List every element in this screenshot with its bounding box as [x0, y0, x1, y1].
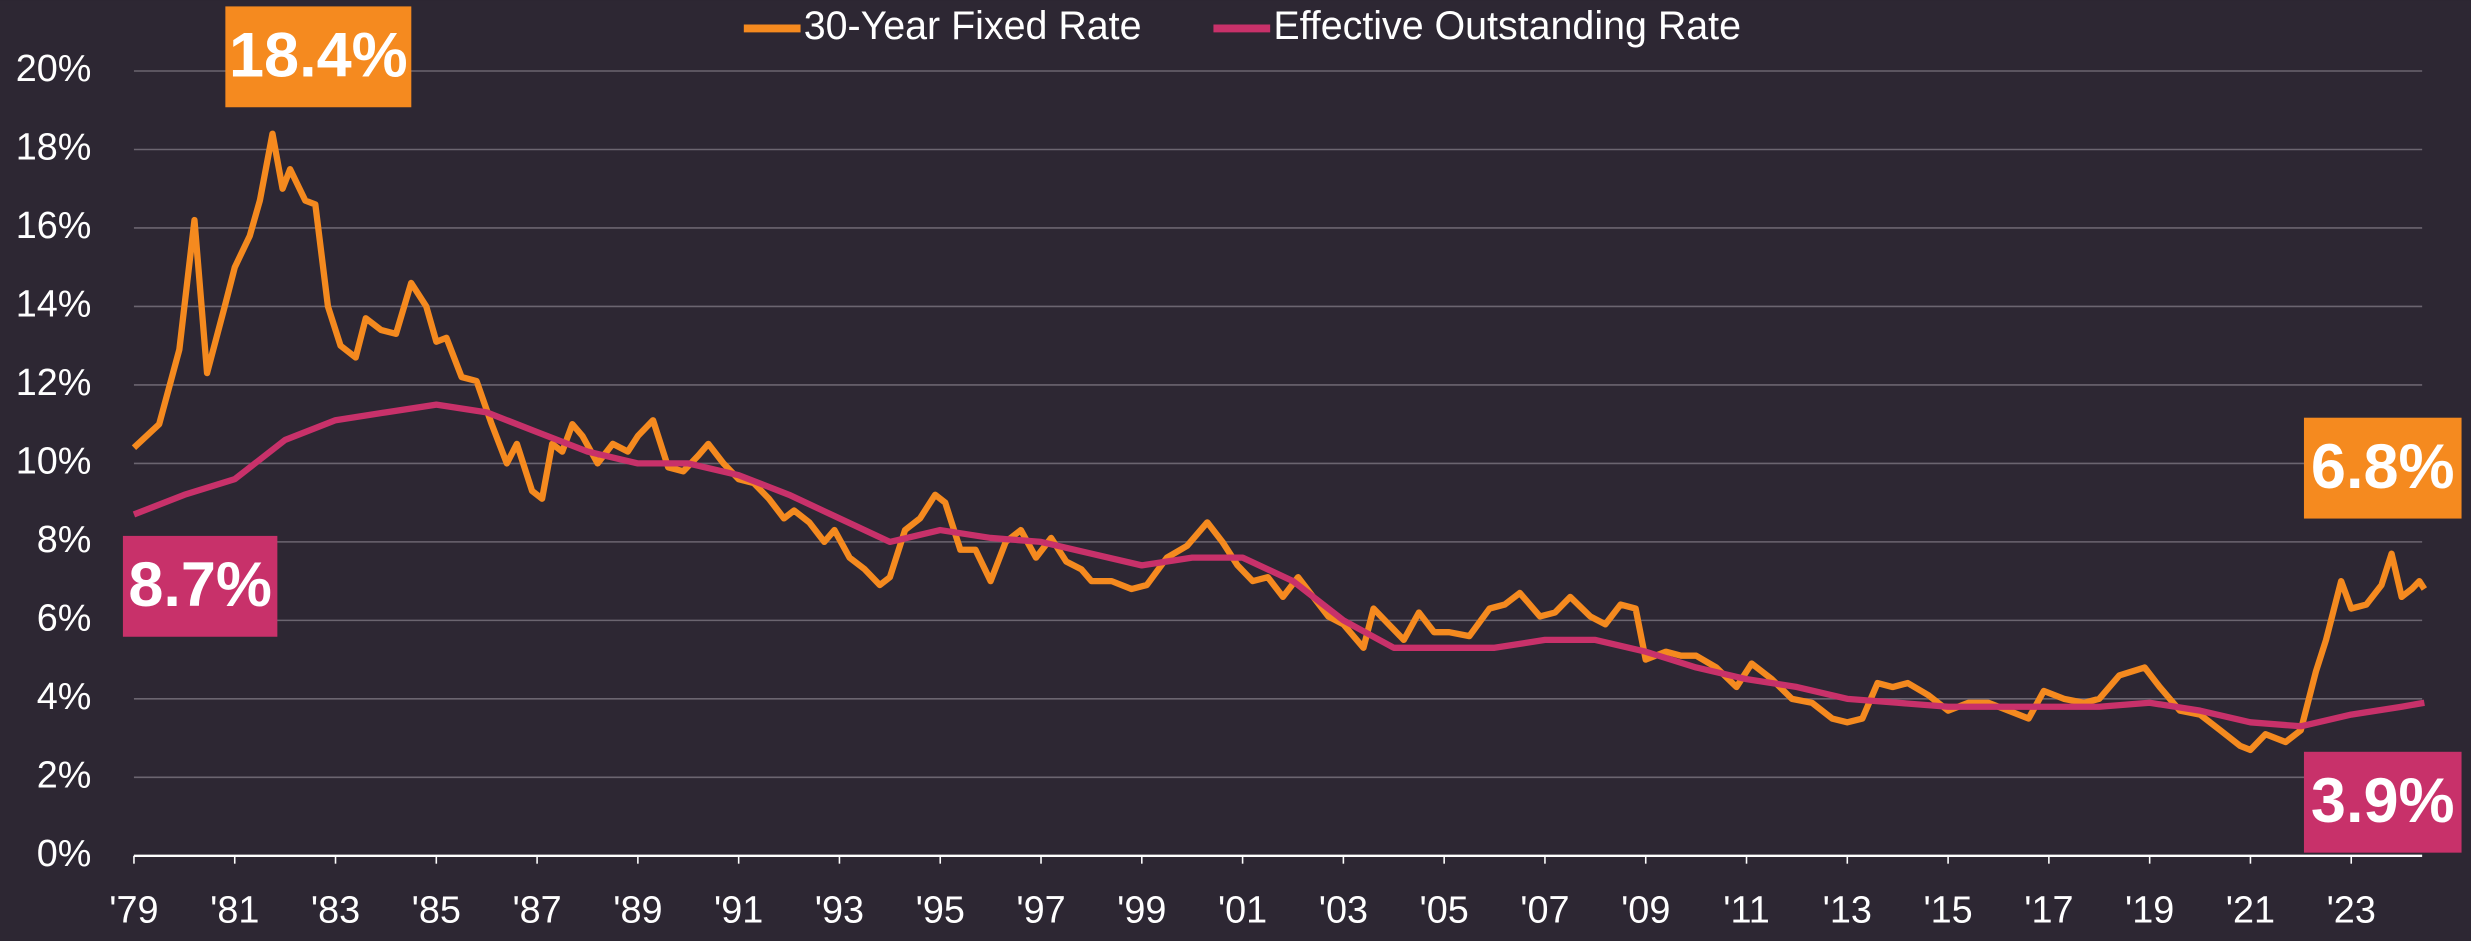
x-tick-label: '01	[1218, 890, 1267, 932]
annotation-box	[225, 6, 412, 108]
legend-label: Effective Outstanding Rate	[1273, 4, 1741, 48]
x-tick-label: '07	[1520, 890, 1569, 932]
y-tick-label: 20%	[16, 48, 92, 90]
x-tick-label: '13	[1823, 890, 1872, 932]
x-tick-label: '93	[815, 890, 864, 932]
y-tick-label: 12%	[16, 362, 92, 404]
series-line	[131, 130, 2428, 754]
annotation-text: 3.9%	[2311, 766, 2455, 836]
x-tick-label: '11	[1723, 890, 1769, 932]
x-tick-label: '81	[210, 890, 259, 932]
x-tick-label: '79	[109, 890, 158, 932]
annotation-text: 18.4%	[229, 21, 408, 91]
x-tick-label: '95	[916, 890, 965, 932]
y-tick-label: 18%	[16, 126, 92, 168]
x-tick-label: '05	[1420, 890, 1469, 932]
y-tick-label: 2%	[37, 754, 92, 796]
series-line	[132, 401, 2425, 730]
x-tick-label: '83	[311, 890, 360, 932]
x-tick-label: '03	[1319, 890, 1368, 932]
annotation-text: 6.8%	[2311, 432, 2455, 502]
x-tick-label: '09	[1621, 890, 1670, 932]
legend-label: 30-Year Fixed Rate	[804, 4, 1142, 48]
y-tick-label: 16%	[16, 205, 92, 247]
x-tick-label: '15	[1923, 890, 1972, 932]
x-tick-label: '21	[2226, 890, 2275, 932]
x-tick-label: '91	[714, 890, 763, 932]
annotation-box	[122, 535, 278, 637]
y-tick-label: 10%	[16, 440, 92, 482]
y-tick-label: 4%	[37, 676, 92, 718]
x-tick-label: '89	[613, 890, 662, 932]
x-tick-label: '97	[1016, 890, 1065, 932]
y-tick-label: 14%	[16, 283, 92, 325]
x-tick-label: '87	[512, 890, 561, 932]
x-tick-label: '85	[412, 890, 461, 932]
x-tick-label: '17	[2024, 890, 2073, 932]
annotation-box	[2303, 417, 2462, 519]
y-tick-label: 6%	[37, 597, 92, 639]
x-tick-label: '23	[2327, 890, 2376, 932]
y-tick-label: 8%	[37, 519, 92, 561]
annotation-text: 8.7%	[128, 550, 272, 620]
x-tick-label: '99	[1117, 890, 1166, 932]
y-tick-label: 0%	[37, 833, 92, 875]
x-tick-label: '19	[2125, 890, 2174, 932]
annotation-box	[2303, 751, 2462, 853]
